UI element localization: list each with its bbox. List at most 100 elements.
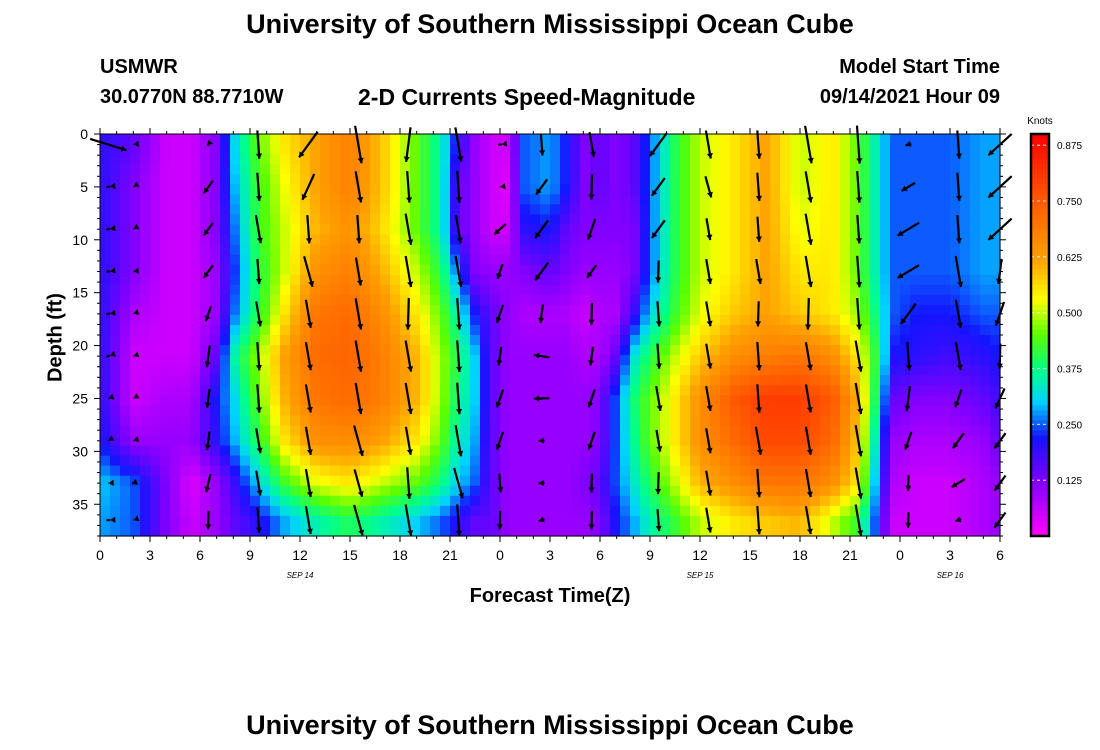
heatmap-cell [470,184,481,195]
heatmap-cell [370,154,381,165]
colorbar-cell [1031,495,1049,502]
heatmap-cell [940,144,951,155]
heatmap-cell [650,505,661,517]
heatmap-cell [810,435,821,447]
arrow-head [355,238,363,244]
heatmap-cell [290,505,301,517]
heatmap-cell [660,324,671,336]
heatmap-cell [760,415,771,427]
heatmap-cell [300,214,311,226]
heatmap-cell [700,274,711,286]
heatmap-cell [170,134,181,145]
heatmap-cell [330,465,341,477]
heatmap-cell [560,415,571,427]
heatmap-cell [660,274,671,286]
heatmap-cell [750,154,761,165]
heatmap-cell [840,144,851,155]
heatmap-cell [760,515,771,527]
arrow-head [536,188,542,195]
heatmap-cell [480,134,491,145]
heatmap-cell [950,204,961,215]
heatmap-cell [500,475,511,487]
heatmap-cell [510,445,521,457]
heatmap-cell [770,465,781,477]
heatmap-cell [220,294,231,306]
heatmap-cell [610,465,621,477]
heatmap-cell [220,284,231,296]
heatmap-cell [250,405,261,416]
heatmap-cell [600,304,611,316]
heatmap-cell [290,304,301,316]
heatmap-cell [390,294,401,306]
heatmap-cell [400,425,411,437]
heatmap-cell [100,214,111,226]
heatmap-cell [200,214,211,226]
y-tick-label: 15 [72,285,88,301]
heatmap-cell [140,345,151,356]
heatmap-cell [890,515,901,527]
heatmap-cell [760,284,771,296]
heatmap-cell [140,455,151,467]
arrow-head [407,408,414,415]
heatmap-cell [990,254,1001,266]
heatmap-cell [660,294,671,306]
heatmap-cell [760,274,771,286]
arrow-head [807,239,814,245]
heatmap-cell [680,365,691,376]
heatmap-cell [640,184,651,195]
heatmap-cell [270,244,281,256]
heatmap-cell [190,284,201,296]
heatmap-cell [560,395,571,406]
heatmap-cell [530,294,541,306]
heatmap-cell [850,335,861,346]
heatmap-cell [550,415,561,427]
heatmap-cell [240,284,251,296]
heatmap-cell [110,254,121,266]
heatmap-cell [930,174,941,185]
heatmap-cell [590,164,601,175]
heatmap-cell [470,485,481,497]
heatmap-cell [380,445,391,457]
heatmap-cell [900,455,911,467]
heatmap-cell [840,304,851,316]
heatmap-cell [940,415,951,427]
heatmap-cell [680,224,691,236]
heatmap-cell [110,475,121,487]
heatmap-cell [770,294,781,306]
heatmap-cell [590,294,601,306]
heatmap-cell [350,335,361,346]
heatmap-cell [560,485,571,497]
heatmap-cell [880,495,891,507]
heatmap-cell [880,304,891,316]
heatmap-cell [540,324,551,336]
heatmap-cell [270,465,281,477]
heatmap-cell [440,465,451,477]
heatmap-cell [380,144,391,155]
heatmap-cell [200,515,211,527]
heatmap-cell [710,144,721,155]
heatmap-cell [690,184,701,195]
current-arrow [106,309,116,316]
heatmap-cell [360,234,371,246]
heatmap-cell [390,485,401,497]
heatmap-cell [850,395,861,406]
heatmap-cell [830,505,841,517]
arrow-shaft [354,382,363,415]
heatmap-cell [560,294,571,306]
heatmap-cell [430,204,441,215]
arrow-head [857,450,864,457]
heatmap-cell [390,164,401,175]
heatmap-cell [230,214,241,226]
heatmap-cell [830,485,841,497]
heatmap-cell [980,214,991,226]
heatmap-cell [930,154,941,165]
heatmap-cell [660,415,671,427]
heatmap-cell [320,244,331,256]
heatmap-cell [290,435,301,447]
heatmap-cell [750,505,761,517]
heatmap-cell [180,234,191,246]
heatmap-cell [190,214,201,226]
heatmap-cell [100,324,111,336]
heatmap-cell [810,174,821,185]
heatmap-cell [480,405,491,416]
